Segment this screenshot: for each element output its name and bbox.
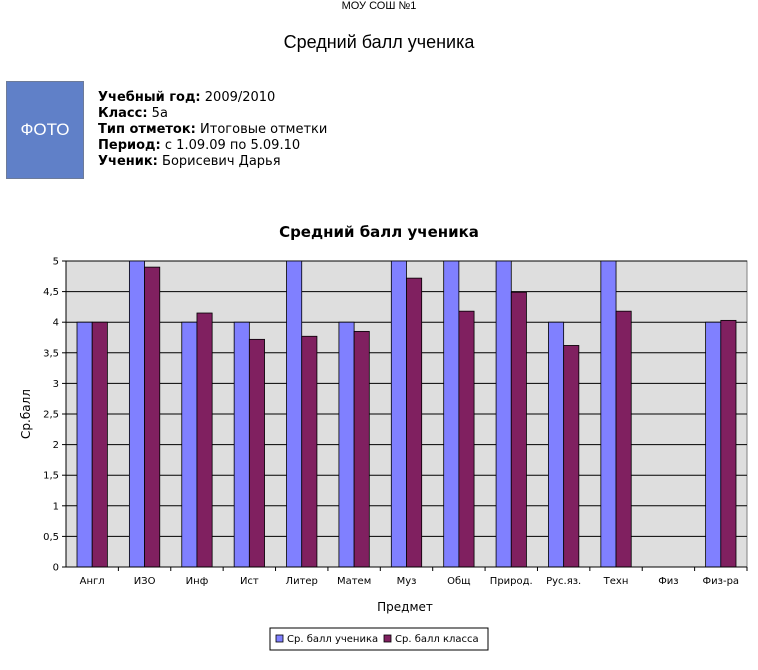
legend-label: Ср. балл класса: [395, 634, 479, 645]
bar-class: [510, 291, 527, 568]
info-value: Итоговые отметки: [200, 122, 328, 137]
legend-box: [269, 627, 489, 651]
x-axis-title: Предмет: [377, 600, 433, 614]
info-row-student: Ученик: Борисевич Дарья: [98, 154, 327, 170]
legend-swatch: [275, 634, 284, 643]
bar-student: [181, 321, 198, 568]
y-tick-label: 2,5: [43, 410, 59, 421]
info-label: Ученик:: [98, 154, 158, 169]
y-tick-label: 1,5: [43, 471, 59, 482]
info-label: Период:: [98, 138, 161, 153]
bar-student: [548, 321, 565, 568]
bar-student: [390, 260, 407, 568]
bar-class: [91, 321, 108, 568]
x-tick-label: ИЗО: [134, 576, 156, 587]
x-tick-label: Инф: [186, 576, 209, 587]
info-label: Тип отметок:: [98, 122, 196, 137]
y-tick-label: 3,5: [43, 348, 59, 359]
bar-class: [144, 266, 161, 568]
x-tick-label: Муз: [397, 576, 417, 587]
info-label: Учебный год:: [98, 90, 201, 105]
bar-class: [248, 338, 265, 568]
info-row-mark-type: Тип отметок: Итоговые отметки: [98, 122, 327, 138]
school-name: МОУ СОШ №1: [341, 0, 417, 12]
photo-placeholder: ФОТО: [6, 81, 84, 179]
average-score-chart: Средний балл ученика 0 0,5 1 1,5 2 2,5 3 3,5 4 4,…: [19, 223, 748, 651]
y-tick-label: 5: [53, 257, 59, 268]
info-row-class: Класс: 5а: [98, 106, 327, 122]
x-tick-label: Техн: [603, 576, 629, 587]
y-tick-label: 3: [53, 379, 59, 390]
y-tick-label: 2: [53, 440, 59, 451]
report-info: Учебный год: 2009/2010 Класс: 5а Тип отм…: [98, 90, 327, 170]
x-tick-label: Физ-ра: [703, 576, 740, 587]
bar-class: [196, 312, 213, 568]
info-value: с 1.09.09 по 5.09.10: [164, 138, 301, 153]
photo-label: ФОТО: [20, 120, 70, 139]
y-tick-label: 4: [53, 318, 59, 329]
bar-student: [705, 321, 722, 568]
bar-student: [286, 260, 303, 568]
info-label: Класс:: [98, 106, 148, 121]
info-row-year: Учебный год: 2009/2010: [98, 90, 327, 106]
chart-legend: Ср. балл ученика Ср. балл класса: [269, 627, 489, 651]
x-tick-label: Физ: [658, 576, 678, 587]
bar-student: [338, 321, 355, 568]
bar-student: [128, 260, 145, 568]
bar-student: [76, 321, 93, 568]
bar-class: [458, 310, 475, 568]
bar-class: [563, 345, 580, 568]
legend-swatch: [383, 634, 392, 643]
y-tick-label: 0,5: [43, 532, 59, 543]
bar-class: [615, 310, 632, 568]
x-tick-label: Общ: [447, 576, 470, 587]
bar-student: [495, 260, 512, 568]
bar-class: [353, 330, 370, 568]
bar-class: [406, 277, 423, 568]
y-axis-title: Ср.балл: [19, 389, 33, 439]
x-tick-label: Матем: [337, 576, 371, 587]
x-tick-label: Природ.: [490, 576, 533, 587]
bar-student: [600, 260, 617, 568]
bar-class: [720, 319, 737, 568]
chart-title: Средний балл ученика: [279, 223, 479, 241]
x-tick-label: Англ: [80, 576, 105, 587]
y-tick-label: 1: [53, 501, 59, 512]
info-value: Борисевич Дарья: [162, 154, 281, 169]
info-value: 5а: [151, 106, 168, 121]
x-tick-label: Литер: [286, 576, 318, 587]
bar-student: [443, 260, 460, 568]
bar-class: [301, 335, 318, 568]
legend-label: Ср. балл ученика: [287, 634, 378, 645]
bar-student: [233, 321, 250, 568]
page-title: Средний балл ученика: [283, 32, 475, 52]
y-tick-label: 0: [53, 563, 59, 574]
info-value: 2009/2010: [204, 90, 276, 105]
x-tick-label: Ист: [240, 576, 259, 587]
x-tick-label: Рус.яз.: [546, 576, 581, 587]
info-row-period: Период: с 1.09.09 по 5.09.10: [98, 138, 327, 154]
y-tick-label: 4,5: [43, 287, 59, 298]
